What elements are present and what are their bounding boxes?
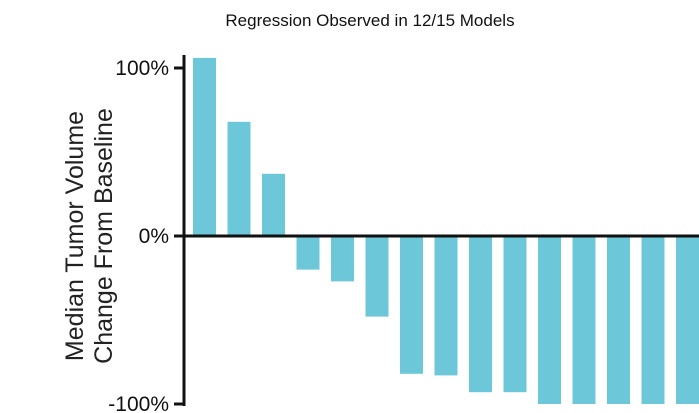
y-tick-label-1: 100% xyxy=(115,57,169,80)
y-axis-label-line-2: Change From Baseline xyxy=(90,108,118,364)
bar-11 xyxy=(538,236,561,404)
bar-10 xyxy=(503,236,527,393)
bar-14 xyxy=(641,236,665,404)
bar-2 xyxy=(227,121,251,236)
chart-subtitle: Regression Observed in 12/15 Models xyxy=(225,11,514,30)
bar-5 xyxy=(331,236,354,282)
y-axis-label: Median Tumor Volume Change From Baseline xyxy=(61,108,118,364)
bar-group xyxy=(193,57,699,404)
bar-8 xyxy=(434,236,458,376)
bar-13 xyxy=(607,236,630,404)
axes xyxy=(182,55,699,406)
bar-7 xyxy=(400,236,423,374)
bar-1 xyxy=(193,57,216,237)
y-tick-label-3: -100% xyxy=(108,393,169,413)
bar-3 xyxy=(262,173,285,236)
y-axis-label-line-1: Median Tumor Volume xyxy=(61,111,89,361)
bar-6 xyxy=(365,236,389,317)
bar-15 xyxy=(676,236,699,404)
y-tick-label-2: 0% xyxy=(139,225,169,248)
bar-9 xyxy=(469,236,492,393)
bar-12 xyxy=(572,236,596,404)
bar-4 xyxy=(296,236,320,270)
y-ticks: 100% 0% -100% xyxy=(108,57,184,413)
